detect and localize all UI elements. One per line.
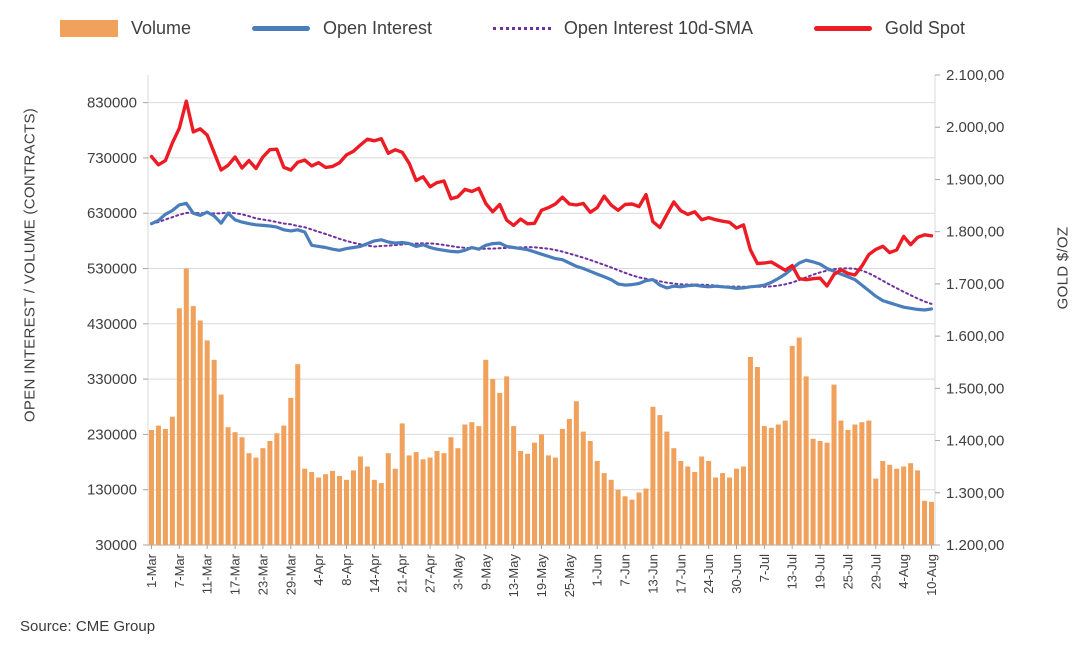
x-tick-label: 14-Apr (367, 553, 382, 593)
left-tick-label: 630000 (87, 205, 137, 222)
right-tick-label: 1.900,00 (946, 171, 1004, 188)
x-tick-label: 7-Jul (757, 554, 772, 582)
x-tick-label: 13-Jun (645, 554, 660, 594)
legend-label-gold-spot: Gold Spot (884, 18, 965, 38)
legend-item-volume: Volume (60, 18, 191, 39)
gold-spot-line (149, 99, 934, 288)
x-tick-label: 1-Mar (144, 553, 159, 588)
x-tick-label: 3-May (450, 554, 465, 591)
x-tick-label: 13-May (506, 554, 521, 598)
legend-item-open-interest-sma: Open Interest 10d-SMA (492, 18, 754, 39)
left-tick-label: 130000 (87, 482, 137, 499)
open-interest-swatch-icon (251, 26, 310, 31)
x-tick-label: 1-Jun (590, 554, 605, 587)
x-tick-label: 11-Mar (200, 553, 215, 594)
legend-item-open-interest: Open Interest (251, 18, 433, 39)
right-tick-label: 1.400,00 (946, 433, 1004, 450)
right-tick-label: 1.700,00 (946, 276, 1004, 293)
x-tick-label: 17-Mar (228, 553, 243, 595)
x-tick-label: 8-Apr (339, 553, 354, 585)
chart-legend: Volume Open Interest Open Interest 10d-S… (60, 18, 965, 39)
x-tick-label: 30-Jun (729, 554, 744, 594)
x-tick-label: 7-Jun (618, 554, 633, 587)
x-tick-label: 29-Jul (868, 554, 883, 590)
right-tick-label: 2.100,00 (946, 67, 1004, 84)
left-tick-label: 330000 (87, 371, 137, 388)
left-tick-label: 730000 (87, 150, 137, 167)
x-tick-label: 25-May (562, 554, 577, 598)
source-note: Source: CME Group (20, 618, 156, 635)
x-tick-label: 27-Apr (423, 553, 438, 593)
x-tick-label: 25-Jul (840, 554, 855, 590)
open-interest-sma-swatch-icon (492, 27, 551, 30)
legend-label-open-interest: Open Interest (322, 18, 433, 38)
right-tick-label: 1.800,00 (946, 224, 1004, 241)
left-tick-label: 430000 (87, 316, 137, 333)
right-tick-label: 1.300,00 (946, 485, 1004, 502)
x-tick-label: 10-Aug (924, 554, 939, 596)
x-tick-label: 23-Mar (255, 553, 270, 595)
legend-item-gold-spot: Gold Spot (813, 18, 965, 39)
left-tick-label: 230000 (87, 426, 137, 443)
left-tick-label: 30000 (95, 537, 137, 554)
x-tick-label: 9-May (478, 554, 493, 591)
gold-spot-swatch-icon (813, 26, 872, 31)
x-tick-label: 19-Jul (813, 554, 828, 590)
x-tick-label: 19-May (534, 554, 549, 598)
right-tick-label: 1.200,00 (946, 537, 1004, 554)
x-tick-label: 24-Jun (701, 554, 716, 594)
volume-swatch-icon (60, 20, 118, 37)
x-tick-label: 4-Aug (896, 554, 911, 589)
left-tick-label: 530000 (87, 261, 137, 278)
right-tick-label: 1.500,00 (946, 380, 1004, 397)
x-tick-label: 29-Mar (283, 553, 298, 595)
open-interest-line (149, 201, 934, 312)
x-tick-label: 4-Apr (311, 553, 326, 585)
x-tick-label: 7-Mar (172, 553, 187, 588)
legend-label-open-interest-sma: Open Interest 10d-SMA (563, 18, 754, 38)
x-tick-label: 13-Jul (785, 554, 800, 590)
left-tick-label: 830000 (87, 95, 137, 112)
right-tick-label: 1.600,00 (946, 328, 1004, 345)
right-tick-label: 2.000,00 (946, 119, 1004, 136)
legend-label-volume: Volume (131, 18, 192, 38)
x-tick-label: 21-Apr (395, 553, 410, 593)
x-tick-label: 17-Jun (673, 554, 688, 594)
volume-bars (148, 268, 935, 545)
